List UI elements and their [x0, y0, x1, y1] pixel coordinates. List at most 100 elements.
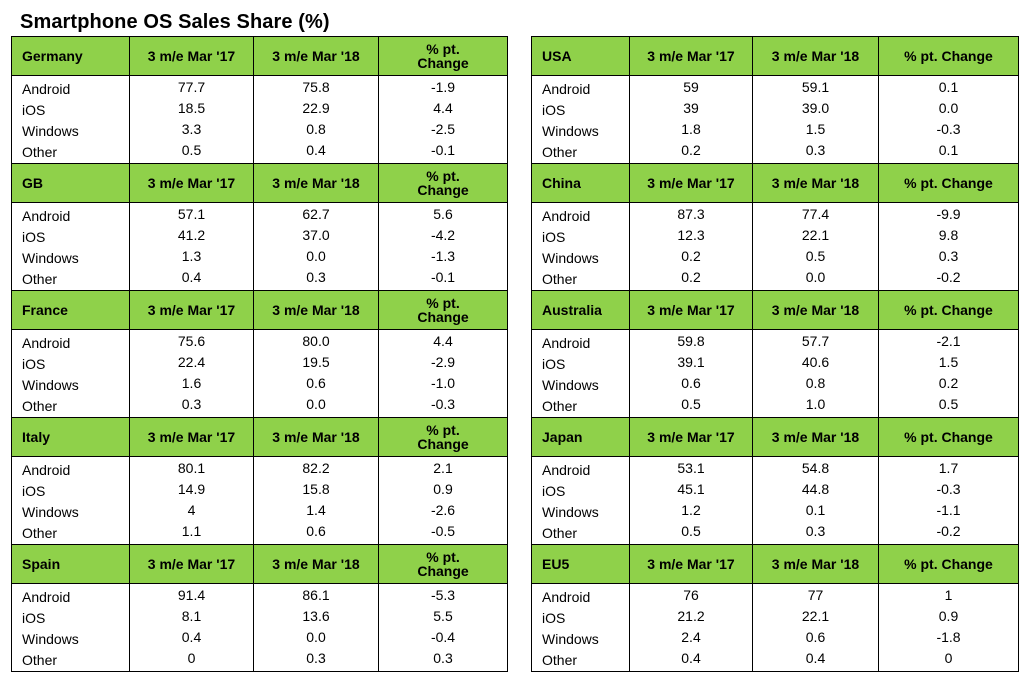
column-chg: -2.1 1.5 0.2 0.5 — [879, 330, 1018, 417]
column-header-curr: 3 m/e Mar '18 — [254, 164, 379, 202]
table-body: Android iOS Windows Other 87.3 12.3 0.2 0.2 77.4… — [532, 203, 1018, 290]
region-table: Germany 3 m/e Mar '17 3 m/e Mar '18 % pt. C… — [12, 37, 507, 164]
column-chg: -9.9 9.8 0.3 -0.2 — [879, 203, 1018, 290]
value-curr: 0.3 — [306, 269, 326, 285]
value-curr: 39.0 — [801, 100, 830, 116]
value-change: -0.3 — [936, 121, 961, 137]
value-prev: 91.4 — [177, 587, 206, 603]
value-change: -0.1 — [430, 269, 456, 285]
value-change: -2.5 — [430, 121, 456, 137]
os-label: Android — [22, 589, 71, 605]
value-curr: 57.7 — [801, 333, 830, 349]
value-change: -1.9 — [430, 79, 456, 95]
value-change: 0.9 — [938, 608, 959, 624]
os-label: iOS — [22, 102, 46, 118]
column-chg: 4.4 -2.9 -1.0 -0.3 — [379, 330, 507, 417]
value-prev: 0.3 — [181, 396, 202, 412]
column-curr: 59.1 39.0 1.5 0.3 — [753, 76, 879, 163]
table-header: EU5 3 m/e Mar '17 3 m/e Mar '18 % pt. Chang… — [532, 545, 1018, 584]
column-header-change: % pt. Change — [904, 302, 993, 318]
os-label: Windows — [22, 250, 79, 266]
column-prev: 59.8 39.1 0.6 0.5 — [630, 330, 753, 417]
column-os: Android iOS Windows Other — [532, 330, 630, 417]
column-os: Android iOS Windows Other — [532, 584, 630, 671]
value-change: -2.9 — [430, 354, 456, 370]
column-header-prev: 3 m/e Mar '17 — [630, 37, 753, 75]
os-label: Other — [542, 144, 578, 160]
region-table: Italy 3 m/e Mar '17 3 m/e Mar '18 % pt. Cha… — [12, 418, 507, 545]
value-change: 0.2 — [938, 375, 959, 391]
table-body: Android iOS Windows Other 59.8 39.1 0.6 0.5 57.7… — [532, 330, 1018, 417]
os-label: Android — [542, 462, 591, 478]
value-curr: 1.5 — [805, 121, 826, 137]
value-change: 0 — [944, 650, 953, 666]
os-label: Windows — [542, 631, 599, 647]
value-curr: 13.6 — [302, 608, 330, 624]
os-label: iOS — [542, 356, 566, 372]
value-curr: 0.0 — [306, 629, 326, 645]
region-table: China 3 m/e Mar '17 3 m/e Mar '18 % pt. Cha… — [532, 164, 1018, 291]
value-curr: 0.3 — [306, 650, 326, 666]
value-change: 5.6 — [433, 206, 453, 222]
column-os: Android iOS Windows Other — [12, 76, 130, 163]
value-change: -2.6 — [430, 502, 456, 518]
value-prev: 14.9 — [177, 481, 206, 497]
value-curr: 22.1 — [801, 227, 830, 243]
region-name: Italy — [12, 418, 130, 456]
column-chg: -1.9 4.4 -2.5 -0.1 — [379, 76, 507, 163]
value-curr: 0.3 — [805, 523, 826, 539]
column-header-change: % pt. Change — [904, 48, 993, 64]
os-label: iOS — [542, 229, 566, 245]
column-header-curr: 3 m/e Mar '18 — [254, 418, 379, 456]
table-header: Spain 3 m/e Mar '17 3 m/e Mar '18 % pt. Cha… — [12, 545, 507, 584]
value-prev: 0.2 — [681, 248, 701, 264]
region-table: Australia 3 m/e Mar '17 3 m/e Mar '18 % pt.… — [532, 291, 1018, 418]
value-curr: 77.4 — [801, 206, 830, 222]
os-label: Android — [22, 208, 71, 224]
region-table: GB 3 m/e Mar '17 3 m/e Mar '18 % pt. Change… — [12, 164, 507, 291]
value-prev: 0.5 — [681, 523, 701, 539]
column-os: Android iOS Windows Other — [532, 76, 630, 163]
os-label: Android — [22, 462, 71, 478]
column-curr: 62.7 37.0 0.0 0.3 — [254, 203, 379, 290]
value-prev: 76 — [683, 587, 699, 603]
value-prev: 39.1 — [677, 354, 705, 370]
value-prev: 2.4 — [681, 629, 701, 645]
column-header-curr: 3 m/e Mar '18 — [753, 37, 879, 75]
column-curr: 86.1 13.6 0.0 0.3 — [254, 584, 379, 671]
value-prev: 0.6 — [681, 375, 701, 391]
table-body: Android iOS Windows Other 91.4 8.1 0.4 0 86.1 13.… — [12, 584, 507, 671]
column-header-prev: 3 m/e Mar '17 — [130, 291, 254, 329]
column-prev: 91.4 8.1 0.4 0 — [130, 584, 254, 671]
value-curr: 0.8 — [805, 375, 826, 391]
column-os: Android iOS Windows Other — [12, 330, 130, 417]
table-header: USA 3 m/e Mar '17 3 m/e Mar '18 % pt. Chang… — [532, 37, 1018, 76]
value-curr: 0.6 — [306, 375, 326, 391]
region-table: Japan 3 m/e Mar '17 3 m/e Mar '18 % pt. Cha… — [532, 418, 1018, 545]
value-curr: 22.1 — [801, 608, 830, 624]
column-header-prev: 3 m/e Mar '17 — [130, 37, 254, 75]
value-prev: 53.1 — [677, 460, 705, 476]
value-prev: 0.2 — [681, 269, 701, 285]
value-curr: 75.8 — [302, 79, 330, 95]
column-prev: 77.7 18.5 3.3 0.5 — [130, 76, 254, 163]
os-label: Other — [542, 398, 578, 414]
column-header-prev: 3 m/e Mar '17 — [630, 418, 753, 456]
column-header-change: % pt. Change — [417, 295, 469, 325]
column-curr: 80.0 19.5 0.6 0.0 — [254, 330, 379, 417]
column-header-curr: 3 m/e Mar '18 — [753, 291, 879, 329]
value-change: 0.3 — [938, 248, 959, 264]
region-table: France 3 m/e Mar '17 3 m/e Mar '18 % pt. Ch… — [12, 291, 507, 418]
table-header: China 3 m/e Mar '17 3 m/e Mar '18 % pt. Cha… — [532, 164, 1018, 203]
os-label: Windows — [22, 123, 79, 139]
os-label: Other — [22, 652, 58, 668]
value-prev: 18.5 — [177, 100, 206, 116]
column-prev: 53.1 45.1 1.2 0.5 — [630, 457, 753, 544]
value-prev: 22.4 — [177, 354, 206, 370]
value-prev: 0.5 — [181, 142, 202, 158]
value-curr: 0.1 — [805, 502, 826, 518]
column-prev: 75.6 22.4 1.6 0.3 — [130, 330, 254, 417]
column-os: Android iOS Windows Other — [12, 457, 130, 544]
column-prev: 59 39 1.8 0.2 — [630, 76, 753, 163]
value-prev: 1.1 — [181, 523, 202, 539]
